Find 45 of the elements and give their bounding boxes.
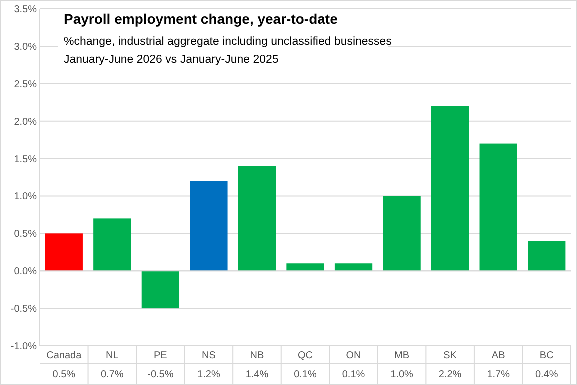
y-tick-label: 0.5% <box>14 229 38 240</box>
data-label: 0.5% <box>52 370 76 380</box>
x-tick-label: MB <box>394 350 410 362</box>
data-label: 0.4% <box>535 370 558 380</box>
data-label: 1.4% <box>246 370 269 380</box>
y-tick-label: 3.0% <box>14 42 38 53</box>
x-tick-label: NL <box>106 350 120 362</box>
y-tick-label: 3.5% <box>14 4 38 16</box>
y-tick-label: -1.0% <box>10 342 38 352</box>
bar <box>480 144 518 272</box>
x-tick-label: SK <box>444 350 458 362</box>
chart-title: Payroll employment change, year-to-date <box>64 11 338 27</box>
x-tick-label: PE <box>154 350 168 362</box>
x-tick-label: NS <box>202 350 216 362</box>
y-tick-label: 0.0% <box>14 266 38 278</box>
x-tick-label: AB <box>492 350 506 362</box>
bar <box>45 234 83 272</box>
y-tick-label: -0.5% <box>10 304 38 316</box>
x-tick-label: QC <box>298 350 313 362</box>
data-label: 2.2% <box>438 370 462 380</box>
bar <box>334 264 373 272</box>
x-tick-label: BC <box>540 350 554 362</box>
x-tick-label: Canada <box>46 350 82 362</box>
data-label: 0.1% <box>294 370 318 380</box>
text: %change, industrial aggregate including unclassified businesses January-June 2026 vs January-June 2025 <box>64 36 392 66</box>
y-tick-label: 1.0% <box>14 192 38 203</box>
data-label: -0.5% <box>148 370 174 380</box>
y-tick-label: 2.5% <box>14 79 38 90</box>
y-tick-label: 2.0% <box>14 116 38 128</box>
bar <box>238 166 276 272</box>
data-label: 1.2% <box>198 370 220 380</box>
bar <box>383 196 421 272</box>
bar <box>190 181 228 272</box>
data-label: 0.1% <box>342 370 366 380</box>
bar <box>431 106 470 272</box>
data-label: 1.0% <box>390 370 414 380</box>
bar <box>286 264 324 272</box>
x-tick-label: NB <box>250 350 264 362</box>
bar <box>142 271 180 309</box>
bar <box>94 218 132 272</box>
y-tick-label: 1.5% <box>14 154 38 166</box>
data-label: 0.7% <box>101 370 124 380</box>
bar <box>528 241 566 272</box>
x-tick-label: ON <box>346 350 362 362</box>
data-label: 1.7% <box>487 370 510 380</box>
